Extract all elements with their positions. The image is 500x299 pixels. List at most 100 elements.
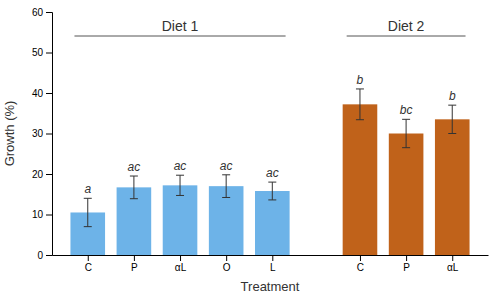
annotation: ac [266,166,279,180]
tick: 10 [32,209,52,220]
group-bracket [74,36,285,37]
annotation: b [449,89,456,103]
tick: 50 [32,47,52,58]
error-bar [402,119,410,147]
error-cap [130,176,138,177]
tick: 0 [37,250,52,261]
tick: L [270,255,276,273]
tick: 20 [32,169,52,180]
tick-mark [134,255,135,261]
error-line [87,198,88,226]
error-bar [356,89,364,120]
error-cap [356,88,364,89]
tick-label: αL [447,262,459,273]
error-line [180,175,181,195]
tick-label: P [131,262,138,273]
tick-label: 40 [32,88,44,99]
error-cap [176,175,184,176]
error-bar [130,176,138,199]
annotation: ac [220,159,233,173]
tick: O [223,255,231,273]
error-line [133,176,134,199]
tick-mark [272,255,273,261]
y-axis: 0 10 20 30 40 50 60 [32,7,53,261]
tick-mark [226,255,227,261]
error-cap [176,195,184,196]
error-cap [448,105,456,106]
tick: 30 [32,128,52,139]
error-bar [176,175,184,195]
plot: 0 10 20 30 40 50 60 C PαL O L C PαL a ac ac ac ac b bc b Diet… [2,7,489,294]
tick-label: P [403,262,410,273]
error-cap [222,174,230,175]
tick-label: C [357,262,364,273]
tick-mark [46,174,52,175]
tick-mark [406,255,407,261]
error-bar [222,175,230,198]
annotations: a ac ac ac ac b bc b Diet 1 Diet 2 [74,18,465,196]
tick-label: 30 [32,128,44,139]
error-cap [448,133,456,134]
group-label: Diet 1 [162,18,199,34]
error-cap [222,197,230,198]
tick-label: 0 [37,250,43,261]
tick: P [131,255,138,273]
tick: C [357,255,364,273]
error-line [452,105,453,133]
error-bar [268,182,276,200]
error-cap [268,182,276,183]
group-bracket [347,36,466,37]
tick: P [403,255,410,273]
error-line [272,182,273,200]
tick-label: L [270,262,276,273]
error-cap [356,119,364,120]
tick-mark [46,93,52,94]
tick: 40 [32,88,52,99]
tick-label: 20 [32,169,44,180]
tick-mark [452,255,453,261]
tick-mark [46,215,52,216]
tick-label: 60 [32,7,44,18]
tick-label: C [85,262,92,273]
bar [163,185,198,255]
annotation: a [84,182,91,196]
x-axis: C PαL O L C PαL [53,255,489,273]
error-cap [402,119,410,120]
annotation: b [357,73,364,87]
tick: C [85,255,92,273]
tick-label: αL [175,262,187,273]
tick-label: O [223,262,231,273]
x-axis-title: Treatment [241,279,300,294]
error-bar [84,198,92,226]
tick-label: 10 [32,209,44,220]
bar [343,104,378,255]
axis-line [46,13,53,256]
annotation: bc [400,103,413,117]
group-label: Diet 2 [388,18,425,34]
error-cap [84,226,92,227]
y-axis-title: Growth (%) [2,101,17,167]
tick-mark [180,255,181,261]
tick-mark [360,255,361,261]
tick: αL [175,255,187,273]
chart: 0 10 20 30 40 50 60 C PαL O L C PαL a ac ac ac ac b bc b Diet… [0,0,500,299]
bar [389,134,424,256]
tick-label: 50 [32,47,44,58]
error-cap [130,198,138,199]
error-cap [402,147,410,148]
bar [435,119,470,255]
error-line [226,175,227,198]
tick-mark [46,134,52,135]
annotation: ac [128,160,141,174]
error-cap [268,199,276,200]
annotation: ac [174,159,187,173]
error-line [406,119,407,147]
error-cap [84,198,92,199]
tick-mark [88,255,89,261]
tick: 60 [32,7,52,18]
tick: αL [447,255,459,273]
error-line [359,89,360,120]
bar [255,191,290,255]
error-bar [448,105,456,133]
tick-mark [46,12,52,13]
